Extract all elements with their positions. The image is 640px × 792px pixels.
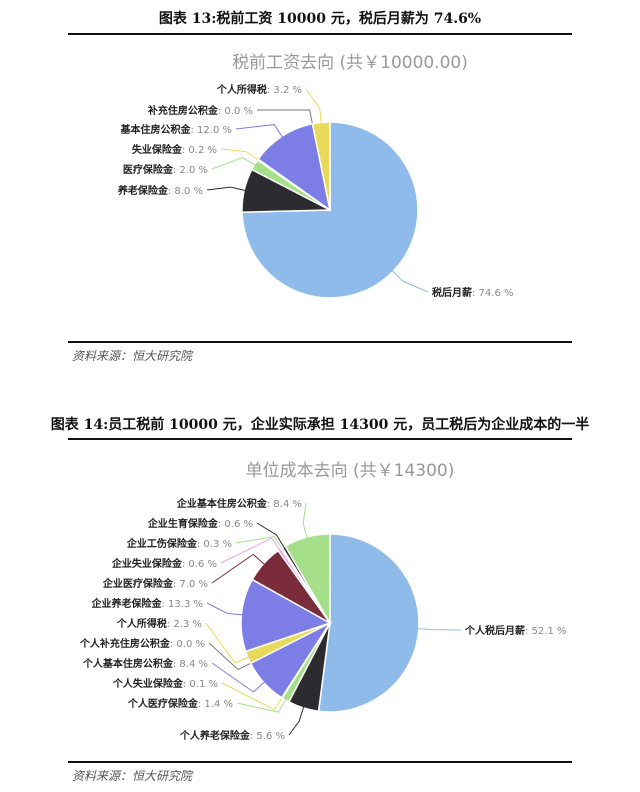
slice-label: 个人所得税: 2.3 % (116, 617, 202, 630)
leader-line (236, 697, 288, 713)
top-rule (68, 438, 572, 440)
figure-13-caption: 图表 13:税前工资 10000 元，税后月薪为 74.6% (158, 11, 482, 27)
leader-line (206, 186, 247, 192)
leader-line (211, 662, 267, 693)
slice-label: 企业医疗保险金: 7.0 % (102, 577, 208, 590)
leader-line (288, 705, 305, 736)
slice-label: 个人养老保险金: 5.6 % (179, 729, 285, 742)
slice-label: 个人税后月薪: 52.1 % (464, 624, 567, 637)
leader-line (211, 156, 258, 170)
leader-line (256, 109, 314, 127)
slice-label: 补充住房公积金: 0.0 % (147, 104, 253, 117)
pie-chart-pre-tax-salary: 税前工资去向 (共￥10000.00) 税后月薪: 74.6 % 养老保险金: 8.… (117, 53, 514, 299)
slice-label: 企业生育保险金: 0.6 % (147, 517, 253, 530)
chart-title: 税前工资去向 (共￥10000.00) (232, 53, 468, 73)
slice-label: 税后月薪: 74.6 % (432, 286, 514, 299)
slice-label: 企业养老保险金: 13.3 % (91, 597, 204, 610)
slice-label: 个人医疗保险金: 1.4 % (127, 697, 233, 710)
slice-label: 医疗保险金: 2.0 % (123, 163, 208, 176)
leader-line (211, 553, 266, 584)
leader-line (305, 88, 322, 126)
pie-slice (317, 533, 420, 713)
leader-line (206, 602, 245, 616)
slice-label: 个人失业保险金: 0.1 % (112, 677, 218, 690)
bottom-rule (68, 761, 572, 763)
slice-label: 个人基本住房公积金: 8.4 % (82, 657, 208, 670)
figure-14-caption: 图表 14:员工税前 10000 元，企业实际承担 14300 元，员工税后为企… (50, 417, 590, 433)
pie-chart-unit-cost: 单位成本去向 (共￥14300) 个人税后月薪: 52.1 % 个人养老保险金: 5… (79, 461, 567, 742)
figure-13-source: 资料来源：恒大研究院 (72, 349, 193, 363)
leader-line (208, 642, 254, 671)
slice-label: 企业失业保险金: 0.6 % (111, 557, 217, 570)
slice-label: 养老保险金: 8.0 % (117, 184, 203, 197)
leader-line (205, 622, 251, 664)
leader-line (390, 269, 429, 293)
slice-label: 企业工伤保险金: 0.3 % (126, 537, 232, 550)
leader-line (302, 502, 308, 540)
leader-line (416, 628, 462, 631)
leader-line (220, 537, 282, 564)
top-rule (68, 33, 572, 35)
leader-line (235, 124, 284, 139)
figure-14-source: 资料来源：恒大研究院 (72, 769, 193, 783)
leader-line (220, 148, 261, 162)
leader-line (256, 522, 286, 550)
slice-label: 企业基本住房公积金: 8.4 % (176, 497, 302, 510)
leader-line (221, 682, 284, 711)
bottom-rule (68, 341, 572, 343)
slice-label: 基本住房公积金: 12.0 % (120, 123, 233, 136)
leader-line (235, 535, 284, 551)
chart-title: 单位成本去向 (共￥14300) (246, 461, 455, 481)
slice-label: 个人所得税: 3.2 % (216, 83, 302, 96)
slice-label: 失业保险金: 0.2 % (132, 143, 217, 156)
slice-label: 个人补充住房公积金: 0.0 % (79, 637, 205, 650)
